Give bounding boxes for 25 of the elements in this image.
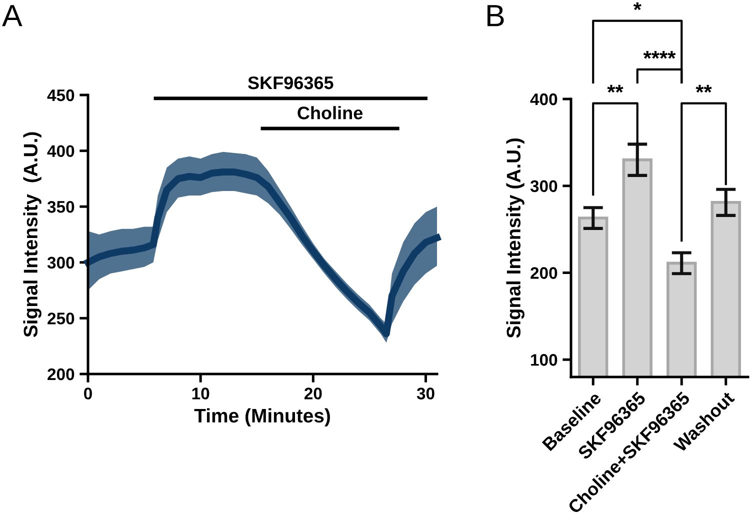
- y-tick-label: 200: [48, 368, 74, 380]
- text: **: [696, 84, 712, 93]
- text: **: [607, 84, 624, 93]
- text: B: [488, 5, 504, 26]
- y-tick-label: 300: [530, 180, 558, 192]
- y-tick-label: 250: [48, 312, 74, 324]
- y-tick-label: 400: [47, 145, 74, 158]
- x-tick-label: 10: [192, 388, 210, 400]
- x-tick-label: 20: [304, 388, 322, 400]
- y-tick-label: 100: [531, 354, 558, 366]
- y-tick-label: 350: [47, 201, 74, 213]
- text: ****: [643, 50, 676, 59]
- x-axis-title: Time (Minutes): [194, 408, 330, 426]
- y-tick-label: 300: [47, 256, 74, 269]
- x-tick-label: 0: [84, 388, 92, 400]
- y-tick-label: 400: [530, 93, 558, 106]
- y-tick-label: 200: [530, 267, 558, 279]
- series-label: SKF96365: [248, 76, 334, 90]
- text: *: [633, 2, 642, 10]
- x-tick-label: 30: [416, 388, 434, 400]
- text: A: [2, 5, 22, 26]
- series-label: Choline: [298, 106, 363, 120]
- y-axis-title: Signal Intensity (A.U.): [506, 138, 524, 338]
- y-axis-title: Signal Intensity (A.U.): [23, 132, 42, 338]
- y-tick-label: 450: [47, 89, 74, 102]
